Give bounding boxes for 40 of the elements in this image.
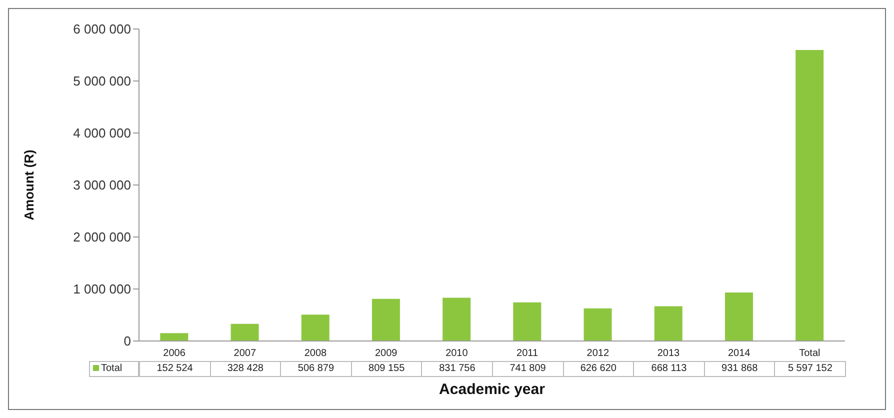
y-tick-label: 2 000 000: [73, 230, 131, 245]
bar: [301, 314, 330, 341]
bar: [513, 302, 542, 341]
bar: [796, 50, 824, 341]
x-tick-label: Total: [799, 348, 820, 360]
data-label: 668 113: [633, 361, 705, 377]
data-label: 626 620: [562, 361, 634, 377]
y-tick-label: 5 000 000: [73, 74, 131, 89]
data-label: 328 428: [210, 361, 282, 377]
bar: [584, 308, 612, 341]
data-label: 809 155: [350, 361, 422, 377]
legend-label: Total: [89, 361, 139, 377]
x-tick-label: 2012: [586, 348, 610, 360]
x-tick-label: 2010: [446, 348, 468, 360]
bar: [654, 306, 682, 341]
x-tick-label: 2014: [728, 348, 751, 360]
bar: [724, 292, 753, 341]
y-tick-label: 4 000 000: [73, 126, 131, 141]
x-tick-label: 2009: [374, 348, 398, 360]
x-tick-label: 2013: [657, 348, 680, 360]
x-axis-title: Academic year: [438, 381, 546, 398]
x-tick-label: 2011: [516, 348, 538, 360]
bar: [442, 298, 471, 341]
y-tick-label: 1 000 000: [73, 282, 131, 297]
data-label: 506 879: [280, 361, 352, 377]
y-tick-label: 0: [124, 334, 131, 349]
data-label: 152 524: [139, 361, 211, 377]
bar: [230, 324, 259, 341]
data-label: 931 868: [704, 361, 776, 377]
x-tick-label: 2008: [304, 348, 328, 360]
data-label: 5 597 152: [774, 361, 846, 377]
bar: [160, 333, 188, 341]
y-tick-label: 3 000 000: [73, 178, 131, 193]
data-label: 741 809: [492, 361, 564, 377]
data-label: 831 756: [421, 361, 493, 377]
bar: [372, 298, 400, 341]
x-tick-label: 2007: [234, 348, 256, 360]
y-tick-label: 6 000 000: [73, 22, 131, 37]
y-axis-title: Amount (R): [22, 150, 37, 220]
x-tick-label: 2006: [163, 348, 186, 360]
